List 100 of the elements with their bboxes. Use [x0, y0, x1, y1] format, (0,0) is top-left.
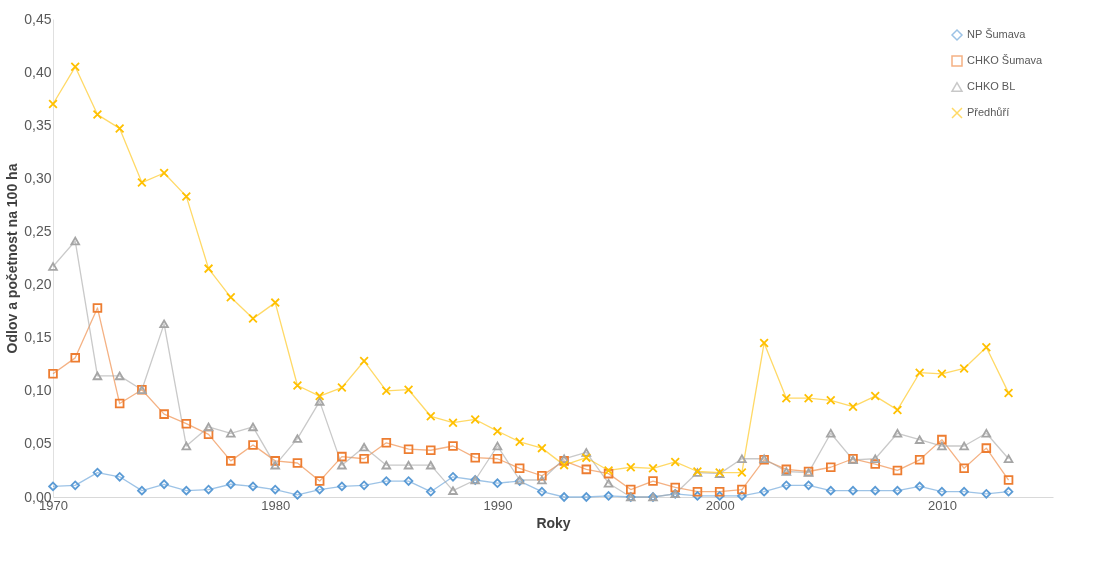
point	[359, 356, 369, 366]
point	[226, 479, 236, 490]
point	[381, 476, 392, 486]
point	[448, 441, 458, 451]
point	[914, 435, 925, 444]
y-tick-label: 0,15	[24, 329, 52, 346]
point	[692, 491, 703, 501]
point	[159, 479, 169, 490]
point	[492, 426, 503, 436]
point	[48, 262, 58, 271]
point	[203, 422, 214, 432]
point	[492, 453, 503, 464]
point	[537, 470, 547, 481]
point	[292, 490, 303, 500]
point	[826, 395, 836, 406]
point	[492, 478, 503, 488]
point	[314, 397, 325, 406]
point	[114, 472, 125, 482]
point	[181, 418, 192, 429]
point	[892, 485, 903, 496]
point	[203, 263, 214, 274]
point	[737, 454, 747, 464]
point	[914, 367, 925, 378]
point	[581, 492, 592, 502]
point	[426, 460, 436, 470]
point	[470, 452, 480, 463]
point	[70, 236, 80, 246]
point	[159, 168, 169, 178]
point	[959, 486, 969, 497]
point	[826, 485, 836, 496]
point	[203, 429, 214, 440]
point	[337, 382, 347, 393]
point	[803, 480, 814, 491]
point	[559, 460, 569, 470]
point	[359, 453, 369, 464]
point	[292, 380, 303, 391]
point	[48, 369, 58, 379]
point	[914, 455, 925, 465]
y-tick-label: 0,35	[24, 116, 52, 133]
point	[1003, 475, 1014, 485]
point	[826, 462, 836, 473]
point	[870, 485, 880, 496]
x-tick-label: 1990	[483, 497, 513, 513]
point	[92, 371, 103, 381]
point	[959, 363, 969, 374]
point	[448, 486, 458, 495]
point	[48, 481, 58, 492]
point	[603, 491, 614, 501]
point	[403, 476, 414, 486]
point	[448, 417, 458, 428]
point	[581, 448, 592, 457]
point	[48, 99, 58, 109]
point	[670, 482, 680, 493]
point	[692, 486, 703, 497]
point	[1003, 388, 1014, 398]
point	[848, 401, 858, 412]
point	[848, 485, 858, 496]
y-tick-label: 0,05	[24, 435, 52, 452]
point	[226, 429, 236, 438]
point	[892, 405, 903, 415]
point	[514, 436, 525, 447]
y-axis-title: Odlov a početnost na 100 ha	[4, 163, 21, 354]
point	[359, 480, 369, 491]
point	[248, 440, 258, 450]
point	[781, 393, 792, 403]
point	[226, 292, 236, 303]
point	[537, 443, 547, 453]
point	[181, 485, 192, 496]
point	[114, 123, 125, 134]
point	[737, 484, 747, 495]
legend-label: CHKO Šumava	[967, 54, 1044, 66]
point	[381, 386, 392, 396]
point	[292, 434, 303, 443]
point	[1003, 454, 1014, 464]
y-tick-label: 0,30	[24, 169, 52, 186]
point	[937, 441, 947, 451]
point	[870, 391, 880, 401]
point	[759, 338, 769, 348]
point	[759, 486, 769, 497]
point	[626, 484, 636, 495]
point	[870, 459, 880, 469]
y-tick-label: 0,40	[24, 63, 52, 80]
point	[248, 422, 258, 432]
point	[914, 481, 925, 492]
point	[270, 484, 280, 495]
point	[803, 393, 814, 403]
point	[981, 342, 992, 352]
point	[381, 460, 392, 470]
point	[248, 313, 258, 324]
point	[737, 467, 747, 478]
point	[203, 484, 214, 495]
point	[826, 429, 836, 438]
y-tick-label: 0,20	[24, 276, 52, 293]
point	[537, 486, 547, 497]
point	[70, 62, 80, 72]
point	[337, 481, 347, 492]
point	[181, 441, 192, 451]
y-tick-label: 0,45	[24, 10, 52, 27]
point	[670, 457, 680, 467]
point	[137, 177, 147, 188]
